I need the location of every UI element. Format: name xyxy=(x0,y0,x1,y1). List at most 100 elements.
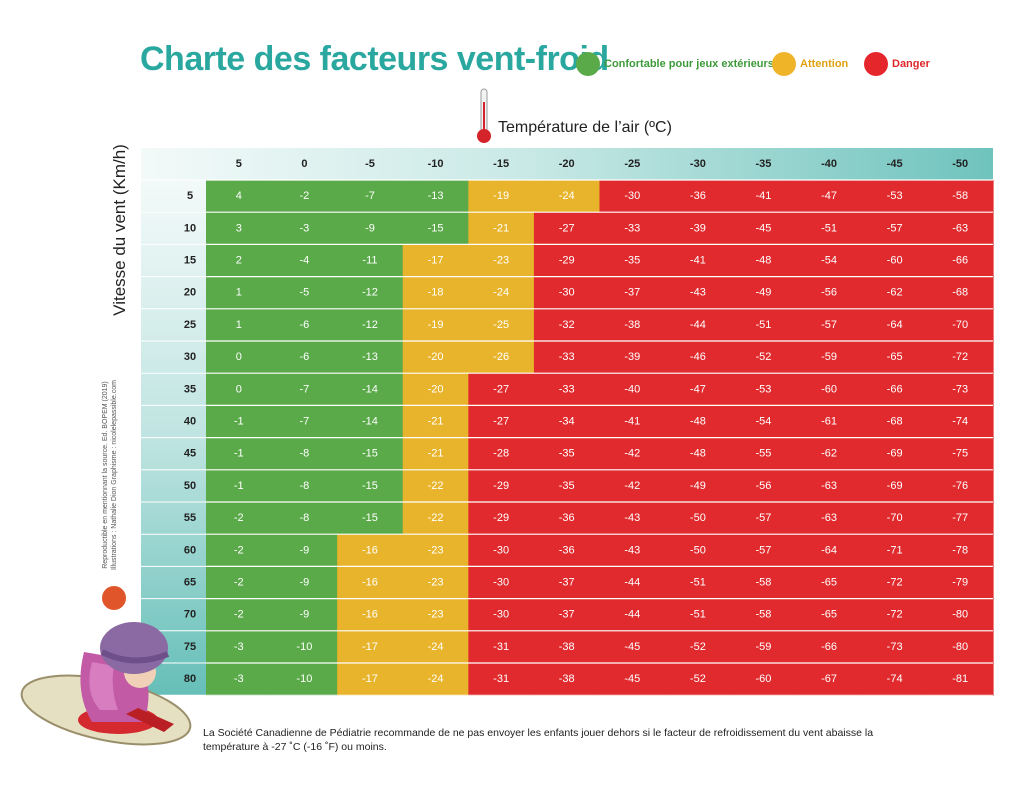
column-header-label: 0 xyxy=(301,158,307,170)
table-cell xyxy=(402,630,469,664)
table-cell xyxy=(599,663,666,696)
table-cell-value: -27 xyxy=(559,222,575,234)
table-cell-value: -9 xyxy=(299,609,309,621)
table-cell-value: -64 xyxy=(887,319,903,331)
table-cell-value: -41 xyxy=(690,255,706,267)
table-cell-value: -53 xyxy=(887,190,903,202)
table-cell xyxy=(599,341,666,374)
table-cell-value: -25 xyxy=(493,319,509,331)
legend-label: Attention xyxy=(800,58,849,70)
table-cell-value: -16 xyxy=(362,609,378,621)
table-cell-value: -12 xyxy=(362,319,378,331)
table-cell xyxy=(337,244,404,278)
table-cell-value: -36 xyxy=(559,544,575,556)
table-cell-value: -19 xyxy=(493,190,509,202)
table-cell xyxy=(927,276,994,310)
table-cell xyxy=(730,566,797,600)
row-header-label: 75 xyxy=(184,641,196,653)
table-cell xyxy=(730,469,797,503)
table-cell xyxy=(206,630,273,664)
table-cell xyxy=(533,244,601,278)
table-cell xyxy=(861,180,929,213)
table-cell-value: -21 xyxy=(493,222,509,234)
table-cell xyxy=(468,630,535,664)
table-cell-value: -43 xyxy=(624,544,640,556)
table-cell xyxy=(665,373,732,406)
table-cell xyxy=(861,437,929,471)
table-cell xyxy=(271,373,338,406)
table-cell xyxy=(402,244,469,278)
table-cell-value: -56 xyxy=(756,480,772,492)
yellow-dot-icon xyxy=(772,52,796,76)
table-cell-value: -77 xyxy=(952,512,968,524)
table-cell xyxy=(533,469,601,503)
table-cell xyxy=(665,244,732,278)
column-header-label: -5 xyxy=(365,158,375,170)
table-cell xyxy=(665,308,732,342)
table-cell-value: -48 xyxy=(690,448,706,460)
table-cell xyxy=(402,373,469,406)
table-cell xyxy=(337,437,404,471)
table-cell-value: -42 xyxy=(624,480,640,492)
table-cell-value: -33 xyxy=(559,351,575,363)
table-cell xyxy=(599,373,666,406)
table-cell xyxy=(206,180,273,213)
row-header-label: 5 xyxy=(187,190,193,202)
table-cell-value: -1 xyxy=(234,480,244,492)
table-cell-value: -19 xyxy=(428,319,444,331)
table-cell-value: -55 xyxy=(756,448,772,460)
table-cell xyxy=(402,212,469,245)
table-cell xyxy=(468,308,535,342)
table-cell xyxy=(927,502,994,535)
table-cell xyxy=(533,405,601,439)
table-cell xyxy=(206,212,273,245)
table-cell xyxy=(927,308,994,342)
table-cell xyxy=(599,598,666,632)
table-cell xyxy=(533,598,601,632)
table-cell-value: -74 xyxy=(952,416,968,428)
table-cell xyxy=(206,308,273,342)
table-cell-value: -22 xyxy=(428,480,444,492)
table-cell-value: -67 xyxy=(821,673,837,685)
table-cell-value: -48 xyxy=(756,255,772,267)
table-cell-value: 3 xyxy=(236,222,242,234)
table-cell xyxy=(271,663,338,696)
table-cell-value: -3 xyxy=(234,641,244,653)
table-cell xyxy=(337,212,404,245)
table-cell-value: -35 xyxy=(559,448,575,460)
table-cell-value: -18 xyxy=(428,287,444,299)
table-cell xyxy=(337,180,404,213)
table-cell-value: -20 xyxy=(428,351,444,363)
table-cell-value: -47 xyxy=(690,383,706,395)
table-cell-value: -56 xyxy=(821,287,837,299)
table-cell xyxy=(599,630,666,664)
table-cell-value: -24 xyxy=(428,673,444,685)
legend-item-attention: Attention xyxy=(772,51,848,77)
table-cell xyxy=(337,534,404,567)
table-cell-value: -15 xyxy=(362,512,378,524)
table-cell xyxy=(402,180,469,213)
legend-item-comfortable: Confortable pour jeux extérieurs xyxy=(576,51,774,77)
table-cell-value: -52 xyxy=(690,673,706,685)
recommendation-note: La Société Canadienne de Pédiatrie recom… xyxy=(203,727,874,753)
table-cell xyxy=(533,180,601,213)
table-cell xyxy=(206,276,273,310)
table-cell xyxy=(533,341,601,374)
row-header-label: 25 xyxy=(184,319,196,331)
table-cell-value: -14 xyxy=(362,383,378,395)
table-cell-value: -64 xyxy=(821,544,837,556)
table-cell-value: -35 xyxy=(559,480,575,492)
table-cell xyxy=(271,212,338,245)
table-cell xyxy=(402,341,469,374)
table-cell-value: -60 xyxy=(887,255,903,267)
table-cell-value: -2 xyxy=(234,512,244,524)
table-cell-value: -44 xyxy=(624,577,640,589)
table-cell-value: -70 xyxy=(887,512,903,524)
table-cell xyxy=(468,469,535,503)
table-cell xyxy=(665,212,732,245)
table-cell xyxy=(730,373,797,406)
table-cell xyxy=(206,469,273,503)
table-cell-value: -23 xyxy=(428,577,444,589)
table-cell-value: -29 xyxy=(559,255,575,267)
table-cell-value: -36 xyxy=(690,190,706,202)
